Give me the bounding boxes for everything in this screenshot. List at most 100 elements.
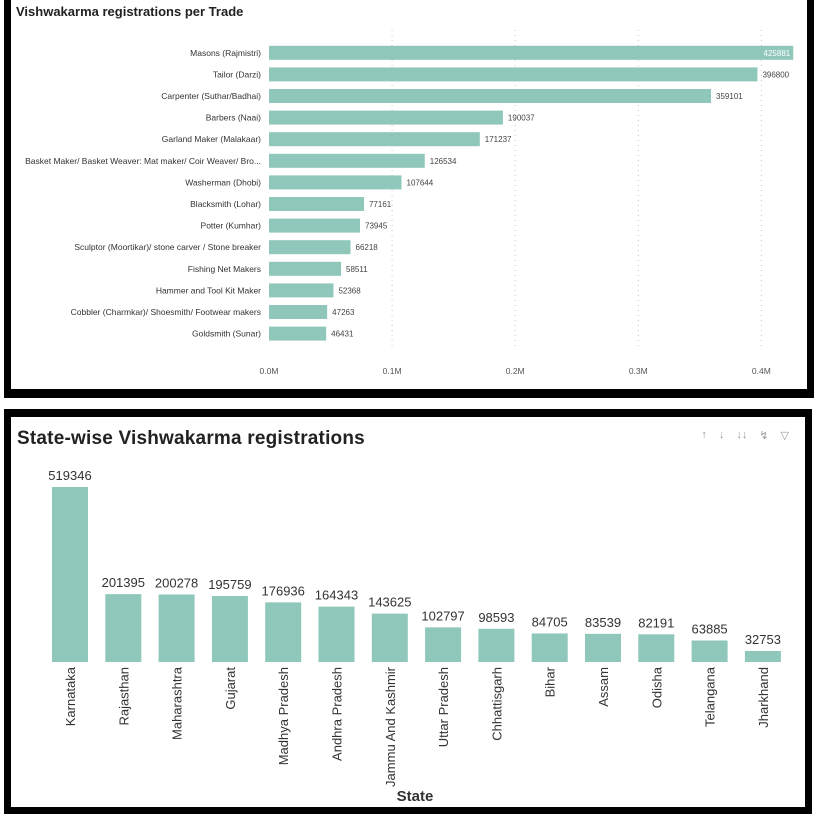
x-tick-label: 0.4M — [752, 366, 771, 376]
bar — [269, 153, 425, 168]
bar — [638, 634, 675, 662]
bar — [265, 602, 302, 662]
filter-icon[interactable]: ▽ — [780, 430, 789, 442]
bar — [371, 613, 408, 662]
data-label: 66218 — [356, 243, 379, 252]
data-label: 63885 — [692, 621, 728, 636]
category-label: Jammu And Kashmir — [383, 666, 398, 787]
state-chart-panel: State-wise Vishwakarma registrations ↑ ↓… — [4, 409, 812, 814]
category-label: Barbers (Naai) — [206, 113, 261, 123]
bar — [585, 633, 621, 662]
category-label: Basket Maker/ Basket Weaver: Mat maker/ … — [25, 156, 261, 166]
data-label: 47263 — [332, 308, 355, 317]
trade-chart-panel: Vishwakarma registrations per Trade 0.0M… — [4, 0, 814, 398]
category-label: Uttar Pradesh — [436, 667, 451, 747]
data-label: 519346 — [48, 468, 91, 483]
category-label: Madhya Pradesh — [276, 667, 291, 765]
data-label: 425881 — [764, 49, 791, 58]
state-chart-title: State-wise Vishwakarma registrations — [17, 428, 365, 449]
trade-chart-title: Vishwakarma registrations per Trade — [16, 4, 244, 19]
bar — [269, 326, 327, 341]
x-tick-label: 0.3M — [629, 366, 648, 376]
bar — [105, 594, 142, 662]
category-label: Sculptor (Moortikar)/ stone carver / Sto… — [74, 242, 261, 252]
data-label: 176936 — [262, 583, 305, 598]
bar — [269, 45, 794, 60]
bar — [211, 596, 248, 662]
data-label: 126534 — [430, 157, 457, 166]
data-label: 164343 — [315, 588, 358, 603]
data-label: 58511 — [346, 265, 368, 274]
bar — [269, 89, 712, 103]
data-label: 171237 — [485, 135, 512, 144]
category-label: Assam — [596, 667, 611, 707]
bar — [269, 110, 503, 125]
bar — [531, 633, 568, 662]
state-bar-chart: 519346 Karnataka 201395 Rajasthan 200278 Maha… — [48, 468, 781, 805]
x-tick-label: 0.1M — [383, 366, 402, 376]
data-label: 73945 — [365, 222, 388, 231]
bar — [478, 628, 515, 662]
category-label: Jharkhand — [756, 667, 771, 728]
data-label: 396800 — [762, 70, 789, 79]
data-label: 52368 — [338, 286, 361, 295]
category-label: Goldsmith (Sunar) — [192, 329, 261, 339]
category-label: Bihar — [543, 666, 558, 697]
bar — [691, 640, 728, 662]
category-label: Hammer and Tool Kit Maker — [156, 285, 261, 295]
category-label: Chhattisgarh — [489, 667, 504, 741]
category-label: Odisha — [649, 666, 664, 708]
bar — [269, 261, 342, 276]
bar — [744, 650, 781, 662]
data-label: 107644 — [407, 178, 434, 187]
category-label: Gujarat — [223, 667, 238, 710]
category-label: Tailor (Darzi) — [213, 69, 261, 79]
bar — [269, 283, 334, 298]
x-tick-label: 0.2M — [506, 366, 525, 376]
bar — [318, 606, 355, 662]
bar — [269, 132, 480, 147]
expand-all-icon[interactable]: ↓↓ — [736, 429, 748, 441]
data-label: 359101 — [716, 92, 743, 101]
pin-icon[interactable]: ↑ — [701, 429, 707, 441]
category-label: Rajasthan — [116, 667, 131, 726]
category-label: Karnataka — [63, 666, 78, 726]
trade-chart-card: Vishwakarma registrations per Trade 0.0M… — [11, 0, 807, 389]
data-label: 200278 — [155, 576, 198, 591]
data-label: 190037 — [508, 114, 535, 123]
data-label: 77161 — [369, 200, 392, 209]
category-label: Washerman (Dhobi) — [185, 177, 261, 187]
data-label: 32753 — [745, 632, 781, 647]
category-label: Potter (Kumhar) — [201, 221, 262, 231]
category-label: Andhra Pradesh — [330, 667, 345, 761]
category-label: Masons (Rajmistri) — [190, 48, 261, 58]
visual-toolbar: ↑ ↓ ↓↓ ↯ ▽ — [701, 429, 789, 442]
x-tick-label: 0.0M — [260, 366, 279, 376]
trade-bar-chart: 0.0M 0.1M 0.2M 0.3M 0.4M Masons (Rajmistri) 42… — [25, 30, 794, 376]
category-label: Maharashtra — [170, 666, 185, 740]
x-axis-title: State — [397, 788, 434, 805]
drill-down-icon[interactable]: ↓ — [718, 429, 725, 441]
data-label: 98593 — [478, 610, 514, 625]
category-label: Cobbler (Charmkar)/ Shoesmith/ Footwear … — [71, 307, 261, 317]
data-label: 46431 — [331, 330, 354, 339]
category-label: Blacksmith (Lohar) — [190, 199, 261, 209]
bar — [269, 197, 364, 211]
data-label: 84705 — [532, 614, 568, 629]
category-label: Garland Maker (Malakaar) — [162, 134, 261, 144]
category-label: Telangana — [703, 666, 718, 727]
bar — [52, 487, 88, 662]
state-chart-card: State-wise Vishwakarma registrations ↑ ↓… — [11, 417, 805, 807]
data-label: 195759 — [208, 577, 251, 592]
category-label: Fishing Net Makers — [188, 264, 261, 274]
bar — [269, 240, 351, 255]
category-label: Carpenter (Suthar/Badhai) — [161, 91, 261, 101]
bar — [269, 218, 361, 233]
focus-icon[interactable]: ↯ — [759, 430, 769, 442]
bar — [269, 305, 328, 319]
bar — [425, 627, 462, 662]
data-label: 102797 — [421, 608, 464, 623]
data-label: 143625 — [368, 595, 411, 610]
data-label: 83539 — [585, 615, 621, 630]
bar — [269, 175, 402, 190]
